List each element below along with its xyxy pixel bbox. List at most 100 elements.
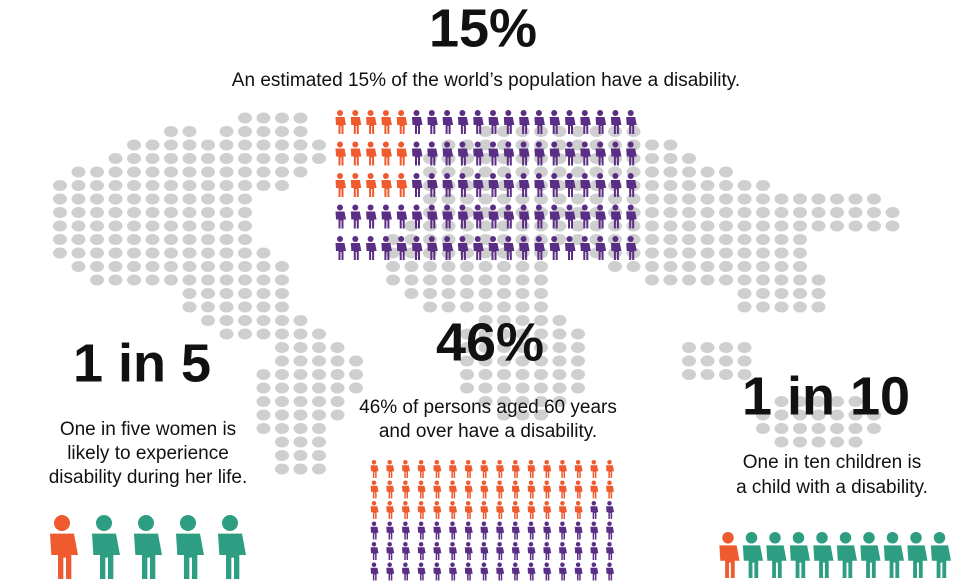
map-dot: [497, 274, 511, 286]
person-head: [612, 236, 619, 242]
person-body: [606, 547, 614, 560]
map-dot: [145, 166, 160, 178]
map-dot: [848, 436, 863, 448]
person-body: [549, 180, 561, 197]
person-head: [612, 141, 619, 148]
person-head: [413, 204, 420, 211]
map-dot: [571, 139, 585, 151]
map-dot: [460, 369, 474, 380]
person-icon: [480, 521, 489, 540]
map-dot: [719, 166, 733, 178]
person-head: [474, 110, 481, 116]
map-dot: [645, 139, 659, 151]
person-icon: [134, 515, 162, 579]
person-head: [490, 141, 496, 148]
map-dot: [497, 193, 511, 205]
person-head: [465, 460, 471, 465]
map-dot: [293, 139, 308, 151]
person-head: [597, 141, 604, 148]
person-icon: [595, 110, 607, 134]
map-dot: [127, 180, 141, 191]
map-dot: [219, 234, 234, 245]
person-head: [450, 542, 455, 547]
person-body: [511, 485, 520, 499]
person-body: [590, 485, 599, 499]
person-head: [745, 532, 758, 544]
map-dot: [275, 355, 289, 367]
person-body: [473, 180, 484, 197]
map-dot: [478, 328, 493, 340]
map-dot: [497, 288, 511, 299]
person-head: [459, 141, 466, 148]
map-dot: [460, 274, 474, 286]
map-dot: [108, 234, 123, 245]
map-dot: [256, 261, 271, 272]
map-dot: [219, 153, 234, 164]
map-dot: [867, 193, 881, 205]
person-icon: [412, 236, 423, 260]
person-head: [520, 141, 527, 148]
person-head: [505, 236, 512, 242]
person-icon: [92, 515, 120, 579]
person-head: [566, 236, 573, 242]
person-icon: [626, 173, 637, 197]
map-dot: [127, 139, 141, 151]
person-body: [427, 243, 438, 260]
person-body: [449, 465, 457, 478]
person-body: [626, 180, 637, 197]
map-dot: [682, 247, 696, 259]
map-dot: [164, 139, 178, 151]
map-dot: [71, 234, 86, 245]
person-icon: [606, 501, 614, 519]
map-dot: [663, 261, 678, 272]
person-head: [627, 110, 634, 116]
map-dot: [219, 247, 234, 259]
person-body: [883, 545, 904, 578]
person-icon: [534, 141, 545, 166]
map-dot: [552, 315, 567, 326]
map-dot: [811, 423, 826, 434]
map-dot: [552, 382, 567, 394]
person-head: [367, 110, 374, 116]
person-head: [382, 236, 389, 242]
person-head: [382, 204, 389, 211]
map-dot: [830, 207, 844, 218]
map-dot: [497, 382, 511, 394]
person-icon: [473, 141, 484, 166]
map-dot: [645, 234, 659, 245]
map-dot: [552, 369, 567, 380]
map-dot: [811, 409, 826, 421]
map-dot: [201, 274, 215, 286]
map-dot: [238, 166, 252, 178]
person-body: [473, 117, 484, 134]
person-body: [559, 567, 567, 581]
person-body: [464, 526, 473, 540]
map-dot: [478, 342, 493, 353]
person-icon: [549, 141, 561, 166]
person-body: [626, 148, 637, 166]
map-dot: [830, 396, 844, 407]
person-head: [627, 173, 634, 179]
person-icon: [527, 562, 536, 581]
person-head: [398, 173, 405, 179]
map-dot: [182, 166, 197, 178]
person-icon: [350, 173, 362, 197]
person-head: [367, 173, 374, 179]
map-dot: [349, 382, 363, 394]
map-dot: [275, 450, 289, 461]
person-icon: [543, 521, 552, 540]
person-body: [50, 533, 78, 579]
map-dot: [275, 153, 289, 164]
person-head: [444, 141, 451, 148]
map-dot: [293, 342, 308, 353]
person-body: [488, 117, 499, 134]
person-head: [560, 562, 565, 567]
map-dot: [404, 274, 419, 286]
map-dot: [608, 166, 622, 178]
person-head: [544, 460, 549, 465]
person-body: [860, 545, 881, 578]
map-dot: [275, 180, 289, 191]
person-body: [534, 117, 545, 134]
map-dot: [238, 328, 252, 340]
map-dot: [552, 342, 567, 353]
